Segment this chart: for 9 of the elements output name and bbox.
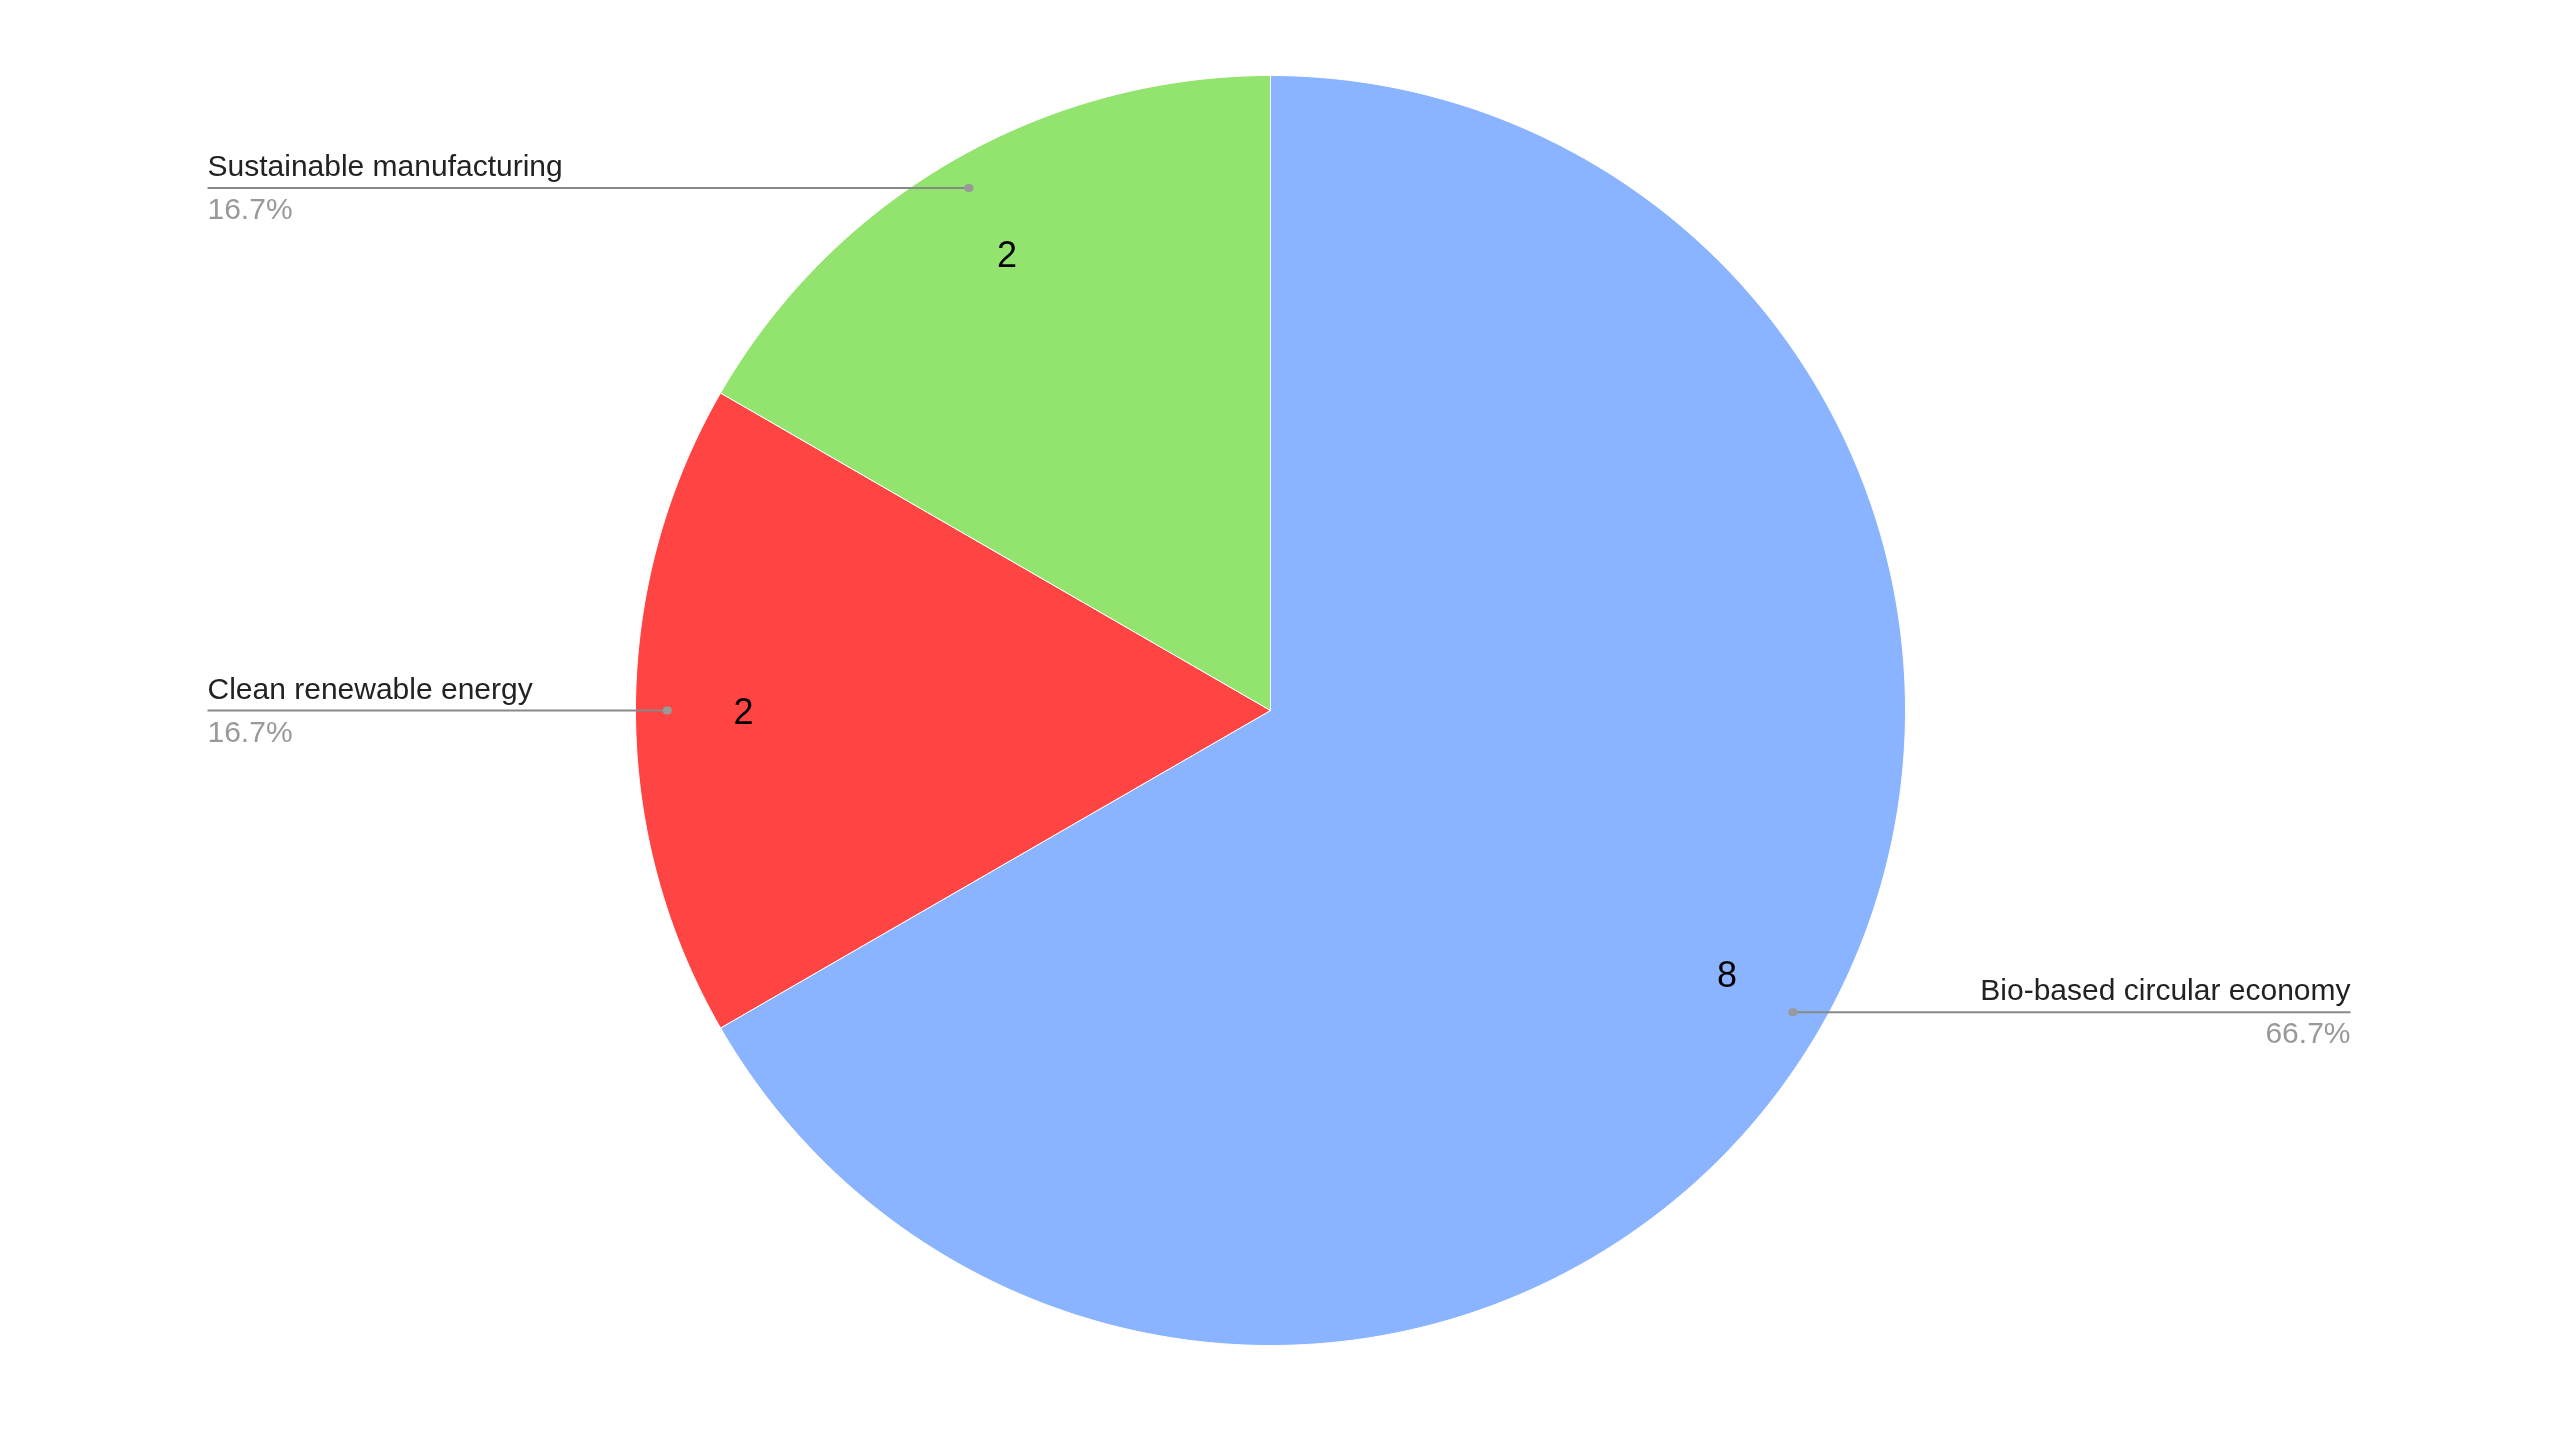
slice-label: Clean renewable energy xyxy=(207,671,533,705)
text: 66.7% xyxy=(2265,1016,2351,1050)
slice-label: Bio-based circular economy xyxy=(1980,973,2351,1007)
slice-label: Sustainable manufacturing xyxy=(207,149,563,183)
data-label: 2 xyxy=(996,234,1017,276)
data-label: 2 xyxy=(733,690,754,732)
text: 16.7% xyxy=(207,714,293,748)
text: 16.7% xyxy=(207,192,293,226)
data-label: 8 xyxy=(1716,954,1737,996)
